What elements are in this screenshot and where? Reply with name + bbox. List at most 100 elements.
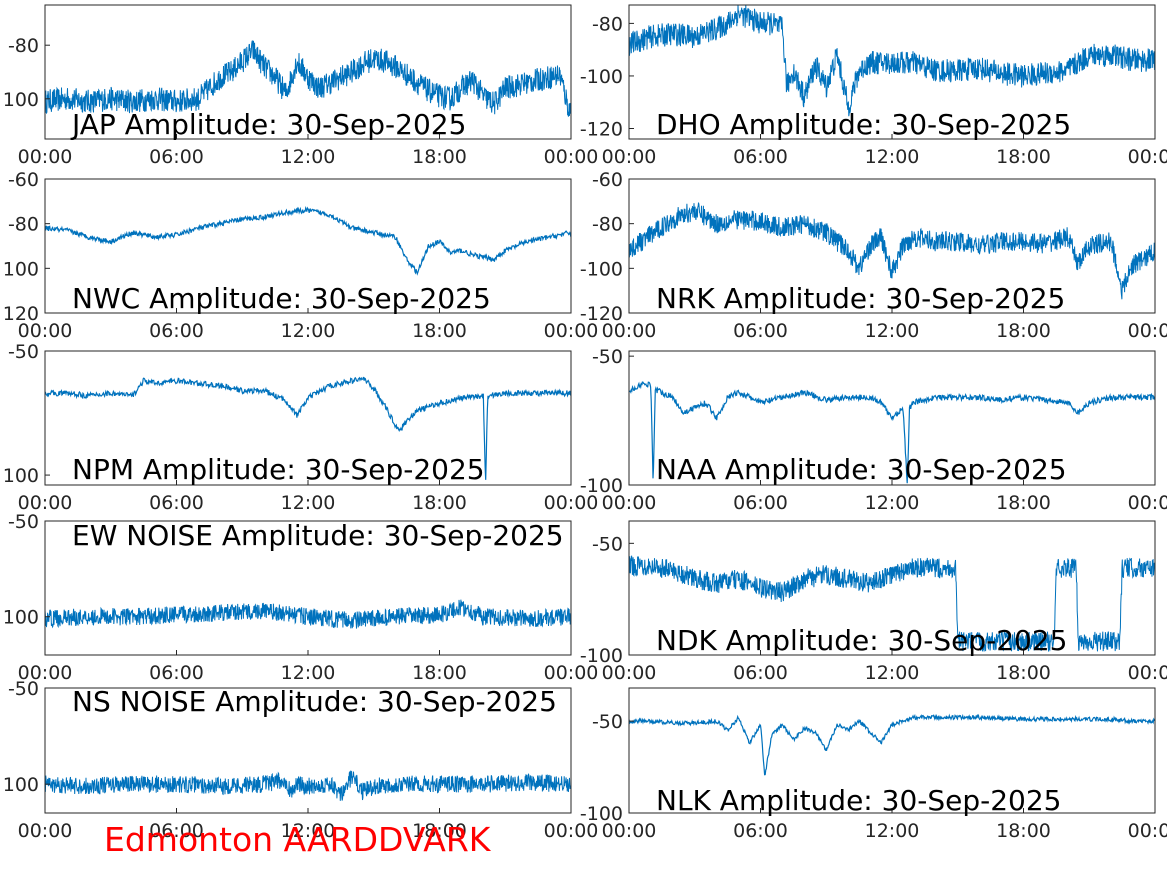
x-tick-label: 18:00 [412, 146, 467, 168]
x-tick-label: 00:00 [1128, 662, 1167, 684]
subplot-title: DHO Amplitude: 30-Sep-2025 [656, 108, 1071, 141]
x-tick-label: 00:00 [602, 146, 657, 168]
y-tick-label: -80 [592, 13, 623, 35]
series-line [629, 202, 1155, 300]
x-tick-label: 00:00 [602, 662, 657, 684]
x-tick-label: 06:00 [733, 820, 788, 842]
x-tick-label: 18:00 [412, 820, 467, 842]
series-line [629, 713, 1155, 776]
y-tick-label: -80 [8, 35, 39, 57]
x-tick-label: 00:00 [1128, 146, 1167, 168]
x-tick-label: 12:00 [281, 492, 336, 514]
y-tick-label: 100 [3, 258, 39, 280]
subplot-title: NWC Amplitude: 30-Sep-2025 [72, 282, 491, 315]
x-tick-label: 18:00 [996, 820, 1051, 842]
x-tick-label: 18:00 [996, 492, 1051, 514]
x-tick-label: 00:00 [18, 320, 73, 342]
x-tick-label: 12:00 [281, 146, 336, 168]
y-tick-label: -100 [580, 803, 623, 825]
y-tick-label: -50 [592, 533, 623, 555]
x-tick-label: 00:00 [18, 492, 73, 514]
series-line [629, 381, 1155, 484]
y-tick-label: -80 [592, 214, 623, 236]
x-tick-label: 06:00 [733, 146, 788, 168]
y-tick-label: -100 [580, 66, 623, 88]
x-tick-label: 06:00 [149, 820, 204, 842]
subplot-2: 00:00 06:00 12:00 18:00 00:00 -80 -100 -120 DHO … [580, 4, 1167, 168]
subplot-6: 00:00 06:00 12:00 18:00 00:00 -50 -100 NAA Ampl… [580, 346, 1167, 514]
x-tick-label: 18:00 [996, 146, 1051, 168]
y-tick-label: -60 [592, 169, 623, 191]
x-tick-label: 00:00 [544, 820, 599, 842]
y-tick-label: 100 [3, 774, 39, 796]
x-tick-label: 06:00 [733, 492, 788, 514]
series-line [45, 770, 571, 801]
x-tick-label: 06:00 [149, 492, 204, 514]
subplot-title: JAP Amplitude: 30-Sep-2025 [70, 108, 466, 141]
subplot-10: 00:00 06:00 12:00 18:00 00:00 -50 -100 NLK Ampl… [580, 687, 1167, 842]
subplot-5: 00:00 06:00 12:00 18:00 00:00 -50 100 NPM Ampli… [3, 341, 599, 514]
x-tick-label: 00:00 [544, 662, 599, 684]
y-tick-label: -50 [8, 341, 39, 363]
x-tick-label: 00:00 [1128, 320, 1167, 342]
x-tick-label: 12:00 [865, 820, 920, 842]
y-tick-label: -120 [580, 303, 623, 325]
x-tick-label: 00:00 [18, 820, 73, 842]
subplot-title: EW NOISE Amplitude: 30-Sep-2025 [72, 519, 564, 552]
y-tick-label: -100 [580, 475, 623, 497]
x-tick-label: 18:00 [996, 662, 1051, 684]
subplot-7: 00:00 06:00 12:00 18:00 00:00 -50 100 EW NOISE … [3, 511, 599, 684]
y-tick-label: 120 [3, 303, 39, 325]
series-line [629, 5, 1155, 117]
x-tick-label: 00:00 [544, 146, 599, 168]
subplot-4: 00:00 06:00 12:00 18:00 00:00 -60 -80 -100 -120 N… [580, 169, 1167, 342]
subplot-title: NDK Amplitude: 30-Sep-2025 [656, 624, 1067, 657]
x-tick-label: 06:00 [149, 146, 204, 168]
x-tick-label: 00:00 [18, 146, 73, 168]
y-tick-label: -60 [8, 169, 39, 191]
y-tick-label: 100 [3, 89, 39, 111]
x-tick-label: 12:00 [281, 820, 336, 842]
subplot-title: NRK Amplitude: 30-Sep-2025 [656, 282, 1065, 315]
x-tick-label: 06:00 [733, 662, 788, 684]
y-tick-label: -50 [8, 511, 39, 533]
x-tick-label: 18:00 [412, 662, 467, 684]
subplot-3: 00:00 06:00 12:00 18:00 00:00 -60 -80 100 120 NWC… [3, 169, 599, 342]
x-tick-label: 12:00 [865, 146, 920, 168]
x-tick-label: 06:00 [149, 662, 204, 684]
y-tick-label: -50 [592, 346, 623, 368]
x-tick-label: 00:00 [544, 492, 599, 514]
x-tick-label: 00:00 [602, 320, 657, 342]
x-tick-label: 00:00 [1128, 820, 1167, 842]
y-tick-label: -120 [580, 118, 623, 140]
subplot-1: 00:00 06:00 12:00 18:00 00:00 -80 100 JAP Ampli… [3, 4, 599, 168]
y-tick-label: -50 [592, 711, 623, 733]
x-tick-label: 12:00 [865, 320, 920, 342]
y-tick-label: 100 [3, 465, 39, 487]
x-tick-label: 00:00 [18, 662, 73, 684]
subplot-8: 00:00 06:00 12:00 18:00 00:00 -50 -100 NDK Ampl… [580, 520, 1167, 684]
x-tick-label: 12:00 [281, 320, 336, 342]
y-tick-label: 100 [3, 607, 39, 629]
subplot-9: 00:00 06:00 12:00 18:00 00:00 -50 100 NS NOISE … [3, 678, 599, 842]
y-tick-label: -50 [8, 678, 39, 700]
x-tick-label: 00:00 [602, 820, 657, 842]
subplot-title: NPM Amplitude: 30-Sep-2025 [72, 453, 485, 486]
x-tick-label: 18:00 [412, 320, 467, 342]
x-tick-label: 06:00 [149, 320, 204, 342]
x-tick-label: 12:00 [281, 662, 336, 684]
y-tick-label: -100 [580, 258, 623, 280]
x-tick-label: 12:00 [865, 492, 920, 514]
x-tick-label: 06:00 [733, 320, 788, 342]
subplot-title: NAA Amplitude: 30-Sep-2025 [656, 453, 1067, 486]
y-tick-label: -80 [8, 214, 39, 236]
series-line [629, 555, 1155, 652]
x-tick-label: 00:00 [1128, 492, 1167, 514]
x-tick-label: 00:00 [602, 492, 657, 514]
series-line [45, 205, 571, 276]
x-tick-label: 18:00 [996, 320, 1051, 342]
x-tick-label: 12:00 [865, 662, 920, 684]
station-label: Edmonton AARDDVARK [104, 820, 491, 859]
subplot-title: NLK Amplitude: 30-Sep-2025 [656, 784, 1062, 817]
